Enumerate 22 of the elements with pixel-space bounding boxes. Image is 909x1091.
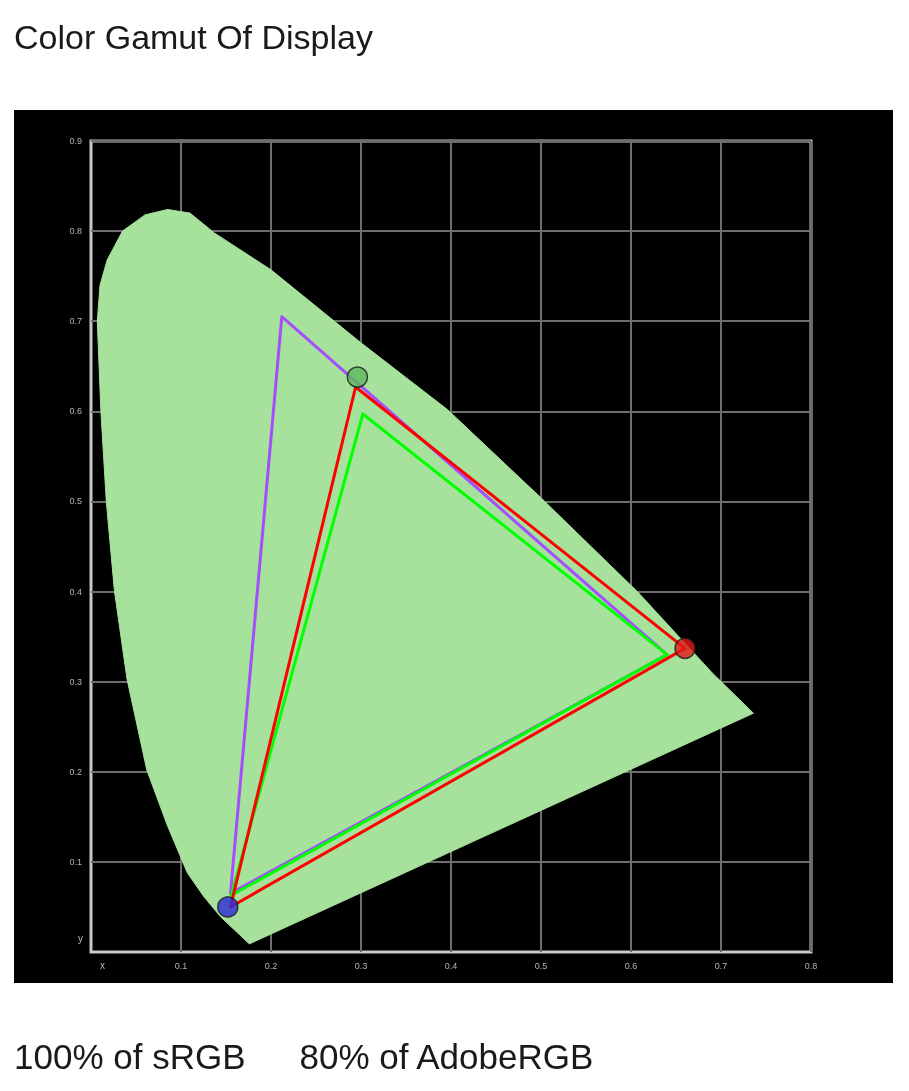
- x-tick-label: 0.2: [264, 960, 278, 971]
- x-axis-title: x: [100, 959, 105, 971]
- y-axis-title: y: [78, 932, 83, 944]
- chart-title: Color Gamut Of Display: [14, 17, 373, 57]
- x-tick-label: 0.8: [804, 960, 818, 971]
- x-tick-label: 0.7: [714, 960, 728, 971]
- x-tick-label: 0.4: [444, 960, 458, 971]
- x-tick-label: 0.5: [534, 960, 548, 971]
- y-tick-label: 0.8: [69, 226, 82, 237]
- text: 100% of sRGB: [14, 1037, 246, 1077]
- text: 80% of AdobeRGB: [299, 1037, 594, 1077]
- x-tick-label: 0.6: [624, 960, 638, 971]
- y-tick-label: 0.6: [69, 406, 82, 417]
- x-tick-label: 0.3: [354, 960, 368, 971]
- x-tick-label: 0.1: [174, 960, 188, 971]
- y-tick-label: 0.1: [69, 856, 82, 867]
- y-tick-label: 0.4: [69, 586, 82, 597]
- y-tick-label: 0.2: [69, 766, 82, 777]
- y-tick-label: 0.3: [69, 676, 82, 687]
- y-tick-label: 0.7: [69, 316, 82, 327]
- y-tick-label: 0.9: [69, 136, 82, 146]
- y-tick-label: 0.5: [69, 496, 82, 507]
